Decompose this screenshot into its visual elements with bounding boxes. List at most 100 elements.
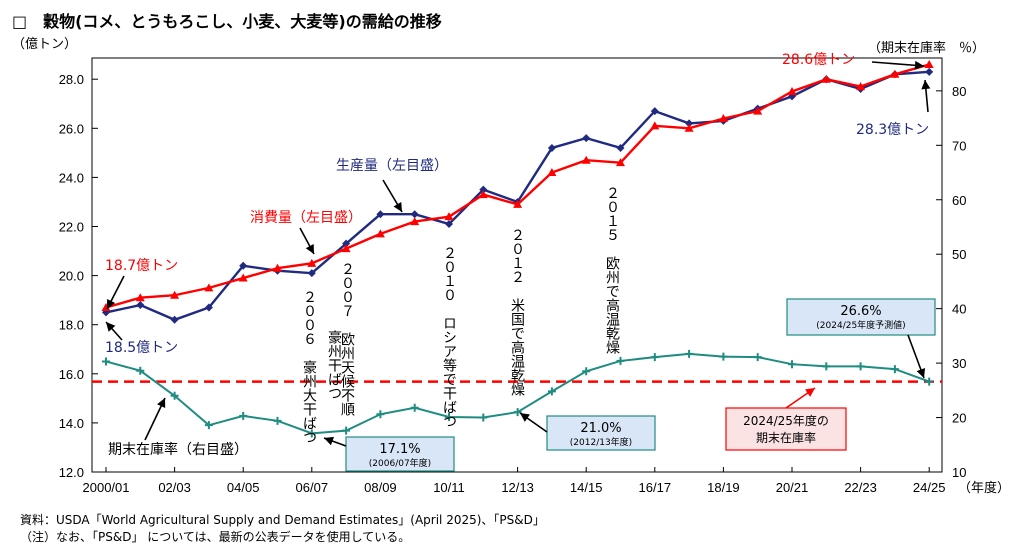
consumption-point [787,86,797,95]
stock-ratio-point [170,391,179,400]
left-tick-label: 18.0 [59,318,84,333]
consumption-point [581,155,591,164]
stock-ratio-point [102,357,110,366]
production-point [170,315,179,324]
callout-box [345,436,455,472]
stock-ratio-point [582,367,591,376]
consumption-point [513,199,523,208]
callout-box [725,407,847,451]
consumption-point [307,258,317,267]
right-tick-label: 10 [952,465,966,480]
left-tick-label: 12.0 [59,465,84,480]
callout-main: 26.6% [840,304,881,319]
source-note: 資料：USDA「World Agricultural Supply and De… [20,513,545,527]
stock-ratio-point [307,429,316,438]
plot-frame [91,57,943,473]
x-tick-label: 10/11 [433,480,465,495]
stock-ratio-point [204,421,213,430]
consumption-point [821,74,831,83]
consumption-point [238,273,248,282]
x-tick-label: 04/05 [227,480,260,495]
left-tick-label: 26.0 [59,121,84,136]
production-point [650,107,659,116]
series-label: 生産量（左目盛） [336,158,448,174]
left-tick-label: 14.0 [59,416,84,431]
stock-ratio-point [719,352,728,361]
consumption-point [135,293,145,302]
production-point [204,303,213,312]
right-tick-label: 60 [952,193,966,208]
production-point [307,269,316,278]
x-tick-label: 24/25 [913,480,946,495]
right-tick-label: 80 [952,84,966,99]
label-arrow-28-6-head [914,60,924,70]
event-annotation: ２００７ 欧州天候不順 [339,262,355,416]
right-tick-label: 20 [952,411,966,426]
production-point [239,261,248,270]
callout-sub: 期末在庫率 [756,430,816,445]
consumption-point [170,290,180,299]
consumption-point [444,212,454,221]
left-tick-label: 28.0 [59,72,84,87]
consumption-point [204,283,214,292]
consumption-point [856,82,866,91]
production-point [547,143,556,152]
chart-title: □ 穀物(コメ、とうもろこし、小麦、大麦等)の需給の推移 [12,12,442,31]
consumption-point [924,59,934,68]
consumption-point [375,229,385,238]
consumption-point [890,69,900,78]
callout-arrow-17-1-head [324,436,334,446]
value-label: 18.7億トン [105,258,178,274]
stock-ratio-point [239,411,248,420]
left-tick-label: 22.0 [59,220,84,235]
left-tick-label: 16.0 [59,367,84,382]
x-tick-label: 16/17 [639,480,672,495]
left-tick-label: 24.0 [59,170,84,185]
consumption-point [547,167,557,176]
label-arrow-18-7-head [107,298,116,309]
event-annotation: ２０１５ 欧州で高温乾燥 [604,186,620,354]
stock-ratio-point [410,403,419,412]
x-axis-unit: （年度） [958,480,1010,495]
right-tick-label: 70 [952,138,966,153]
production-point [410,210,419,219]
stock-ratio-point [513,408,522,417]
consumption-point [101,303,111,312]
x-tick-label: 06/07 [296,480,329,495]
production-point [616,143,625,152]
stock-ratio-point [136,366,145,375]
stock-ratio-point [479,413,488,422]
production-point [342,239,351,248]
production-point [445,220,453,229]
consumption-point [650,121,660,130]
production-point [376,210,385,219]
value-label: 18.5億トン [105,340,178,356]
value-label: 28.6億トン [782,52,855,68]
consumption-point [273,263,282,272]
stock-ratio-point [685,349,694,358]
consumption-point [616,158,625,167]
x-tick-label: 12/13 [501,480,534,495]
x-tick-label: 2000/01 [83,480,130,495]
stock-ratio-point [342,426,351,435]
production-point [136,301,145,310]
stock-ratio-point [547,387,556,396]
stock-ratio-point [788,360,796,369]
production-point [685,119,694,128]
consumption-point [684,123,694,132]
footnote: （注）なお、「PS&D」 については、最新の公表データを使用している。 [20,530,411,544]
right-axis-label: （期末在庫率 ％） [868,40,985,55]
stock-ratio-point [616,356,625,365]
callout-arrow-26-6-head [916,367,926,378]
production-label-arrow-head [393,201,402,212]
label-arrow-28-3-head [921,80,931,90]
stock-ratio-point [650,353,659,362]
event-annotation: ２００６ 豪州大干ばつ [301,290,317,444]
stock-ratio-label-arrow-head [157,398,166,409]
consumption-point [753,106,763,115]
callout-arrow-ref-head [805,388,815,397]
x-tick-label: 20/21 [776,480,809,495]
callout-main: 21.0% [580,421,621,436]
label-arrow-18-5-head [106,322,116,332]
